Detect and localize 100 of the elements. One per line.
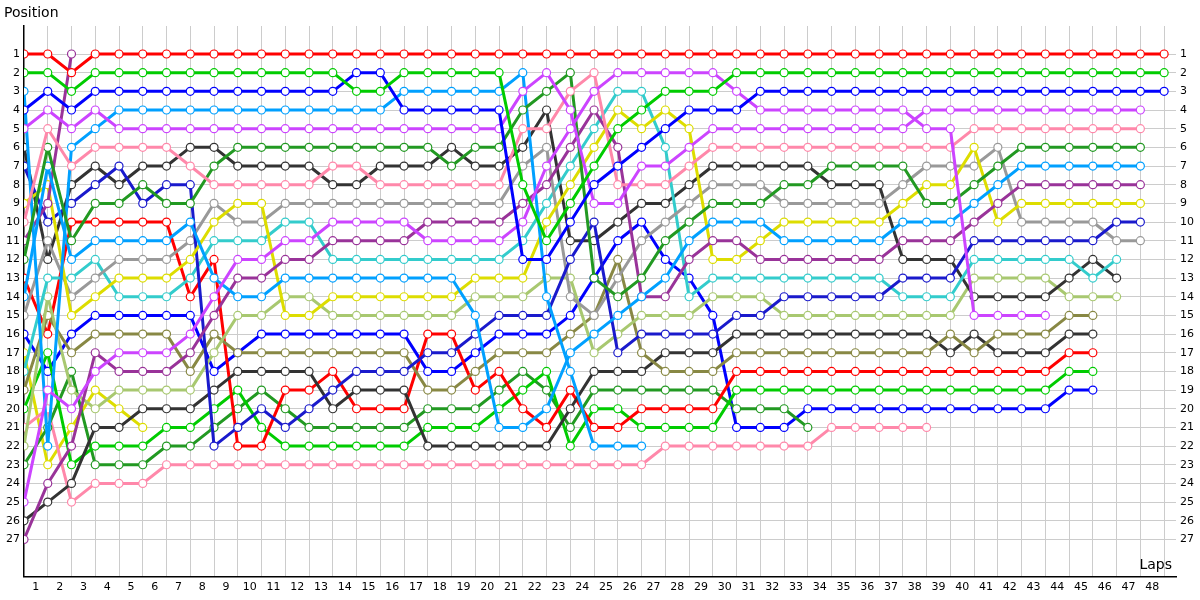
point	[969, 329, 979, 339]
x-tick-label: 17	[408, 580, 423, 594]
x-tick-label: 19	[456, 580, 471, 594]
point	[1017, 142, 1027, 152]
point	[708, 49, 718, 59]
point	[660, 385, 670, 395]
point	[969, 49, 979, 59]
point	[755, 441, 765, 451]
point	[660, 273, 670, 283]
point	[1017, 236, 1027, 246]
point	[850, 254, 860, 264]
point	[518, 217, 528, 227]
point	[708, 236, 718, 246]
point	[423, 105, 433, 115]
point	[138, 254, 148, 264]
point	[731, 180, 742, 190]
point	[375, 329, 385, 339]
point	[494, 161, 504, 171]
point	[375, 385, 385, 395]
point	[66, 49, 77, 59]
point	[1017, 385, 1027, 395]
y2-tick-label: 10	[1180, 214, 1194, 228]
point	[874, 49, 884, 59]
point	[945, 86, 955, 96]
point	[613, 404, 623, 414]
point	[826, 217, 837, 227]
point	[874, 404, 884, 414]
y2-tick-label: 11	[1180, 233, 1194, 247]
point	[423, 180, 433, 190]
point	[328, 441, 338, 451]
point	[375, 422, 385, 433]
point	[66, 422, 77, 433]
point	[161, 86, 172, 96]
point	[565, 404, 575, 414]
point	[66, 273, 77, 283]
point	[1040, 236, 1050, 246]
point	[1064, 329, 1074, 339]
point	[304, 254, 314, 264]
point	[233, 49, 243, 59]
point	[1064, 68, 1074, 78]
point	[613, 273, 623, 283]
point	[185, 86, 195, 96]
point	[660, 105, 670, 115]
point	[541, 292, 552, 302]
point	[898, 217, 908, 227]
point	[161, 422, 172, 433]
point	[494, 180, 504, 190]
point	[1017, 329, 1027, 339]
point	[1017, 161, 1027, 171]
point	[1088, 366, 1098, 377]
point	[280, 254, 290, 264]
point	[90, 441, 100, 451]
point	[280, 385, 290, 395]
x-axis-title: Laps	[1139, 556, 1172, 573]
point	[256, 441, 267, 451]
point	[589, 460, 599, 470]
point	[233, 460, 243, 470]
point	[779, 292, 789, 302]
point	[304, 292, 314, 302]
point	[969, 86, 979, 96]
point	[470, 385, 480, 395]
y2-tick-label: 9	[1180, 196, 1187, 210]
y-tick-label: 18	[6, 364, 20, 378]
point	[613, 198, 623, 208]
point	[708, 180, 718, 190]
point	[185, 366, 195, 377]
point	[731, 236, 742, 246]
point	[1040, 292, 1050, 302]
point	[470, 198, 480, 208]
point	[256, 366, 267, 377]
x-tick-label: 36	[860, 580, 875, 594]
point	[708, 273, 718, 283]
y-tick-label: 25	[6, 494, 20, 508]
point	[803, 105, 813, 115]
point	[684, 348, 694, 358]
x-tick-label: 35	[836, 580, 851, 594]
point	[541, 348, 552, 358]
point	[233, 105, 243, 115]
point	[256, 161, 267, 171]
point	[304, 217, 314, 227]
point	[494, 105, 504, 115]
point	[1112, 105, 1122, 115]
y2-tick-label: 27	[1180, 532, 1194, 546]
point	[660, 161, 670, 171]
point	[66, 124, 77, 134]
point	[1064, 348, 1074, 358]
point	[803, 441, 813, 451]
point	[1088, 310, 1098, 320]
point	[328, 273, 338, 283]
point	[684, 49, 694, 59]
point	[66, 68, 77, 78]
point	[755, 310, 765, 320]
point	[708, 385, 718, 395]
point	[874, 422, 884, 433]
point	[684, 329, 694, 339]
point	[114, 236, 124, 246]
point	[280, 142, 290, 152]
point	[304, 86, 314, 96]
point	[898, 348, 908, 358]
point	[589, 404, 599, 414]
